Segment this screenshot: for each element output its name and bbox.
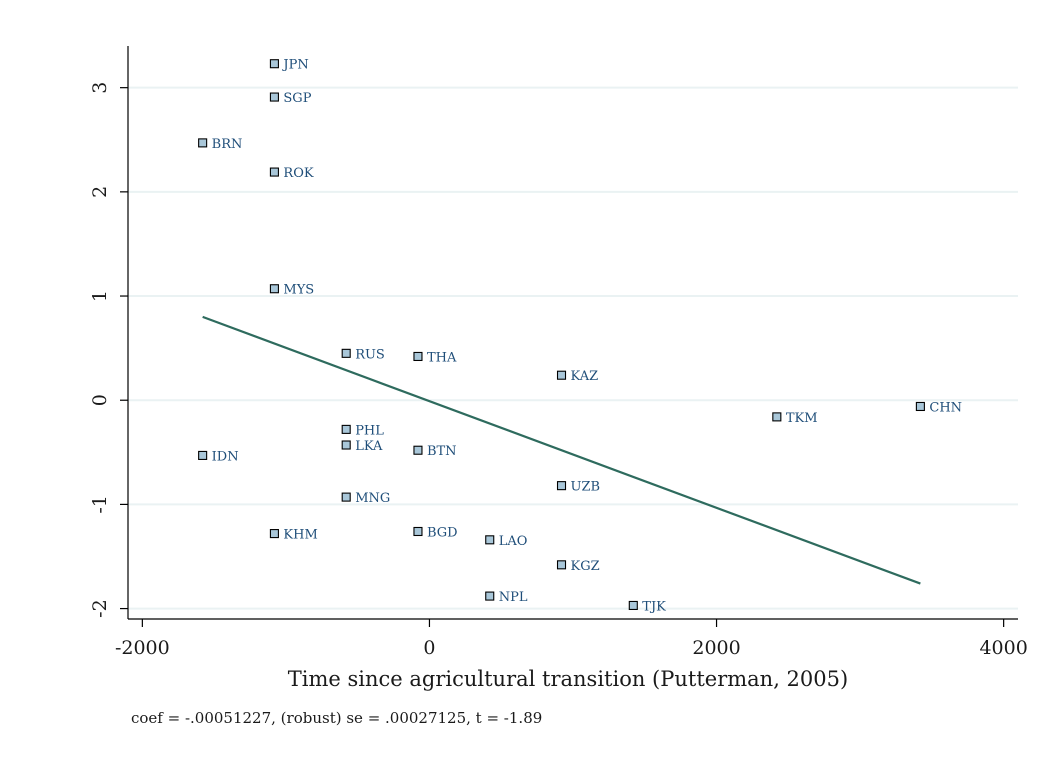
point-label: BRN xyxy=(212,137,243,152)
point-label: PHL xyxy=(355,423,384,438)
point-label: ROK xyxy=(283,166,313,181)
point-label: KGZ xyxy=(571,559,600,574)
point-label: BTN xyxy=(427,444,457,459)
gridlines xyxy=(128,86,1018,610)
point-label: LKA xyxy=(355,439,383,454)
fit-line xyxy=(202,315,921,585)
point-tha: THA xyxy=(413,350,457,365)
point-label: NPL xyxy=(499,590,528,605)
point-marker xyxy=(413,445,423,455)
point-marker xyxy=(269,167,279,177)
point-label: TJK xyxy=(642,599,666,614)
point-label: KHM xyxy=(283,528,317,543)
point-label: CHN xyxy=(929,400,962,415)
point-marker xyxy=(269,92,279,102)
x-axis-title: Time since agricultural transition (Putt… xyxy=(288,667,848,691)
point-label: TKM xyxy=(786,411,818,426)
point-label: MYS xyxy=(283,283,314,298)
point-marker xyxy=(269,284,279,294)
point-rus: RUS xyxy=(341,347,385,362)
point-btn: BTN xyxy=(413,444,457,459)
point-brn: BRN xyxy=(198,137,243,152)
regression-note: coef = -.00051227, (robust) se = .000271… xyxy=(131,709,542,727)
point-marker xyxy=(772,412,782,422)
point-marker xyxy=(269,59,279,69)
point-sgp: SGP xyxy=(269,91,312,106)
point-marker xyxy=(413,351,423,362)
point-kgz: KGZ xyxy=(556,559,600,574)
y-tick-label: 1 xyxy=(89,290,111,302)
y-axis-ticks: -2 -1 0 1 2 3 xyxy=(89,82,128,618)
point-marker xyxy=(269,529,279,539)
point-jpn: JPN xyxy=(269,58,309,73)
point-label: JPN xyxy=(281,58,308,73)
point-label: UZB xyxy=(571,480,601,495)
point-uzb: UZB xyxy=(556,480,601,495)
point-phl: PHL xyxy=(341,423,384,438)
point-bgd: BGD xyxy=(413,525,458,540)
x-tick-label: 2000 xyxy=(692,637,740,659)
point-lao: LAO xyxy=(485,534,528,549)
y-tick-label: 0 xyxy=(89,394,111,406)
point-marker xyxy=(341,424,351,434)
point-label: SGP xyxy=(283,91,311,106)
x-tick-label: 0 xyxy=(423,637,435,659)
point-marker xyxy=(198,138,208,148)
x-tick-label: 4000 xyxy=(979,637,1027,659)
point-label: BGD xyxy=(427,525,458,540)
point-marker xyxy=(556,481,567,491)
point-chn: CHN xyxy=(915,400,962,415)
point-tkm: TKM xyxy=(772,411,818,426)
point-marker xyxy=(413,526,423,537)
point-marker xyxy=(341,440,351,450)
point-marker xyxy=(341,348,351,358)
point-marker xyxy=(485,535,495,545)
point-tjk: TJK xyxy=(628,599,666,614)
point-marker xyxy=(485,591,495,601)
y-tick-label: -2 xyxy=(89,599,111,618)
y-tick-label: -1 xyxy=(89,495,111,514)
point-kaz: KAZ xyxy=(556,369,599,384)
point-label: MNG xyxy=(355,491,390,506)
point-label: KAZ xyxy=(571,369,599,384)
x-axis-ticks: -2000 0 2000 4000 xyxy=(115,619,1028,659)
x-tick-label: -2000 xyxy=(115,637,170,659)
point-khm: KHM xyxy=(269,528,318,543)
point-idn: IDN xyxy=(198,449,239,464)
y-tick-label: 3 xyxy=(89,82,111,94)
point-label: THA xyxy=(427,350,457,365)
point-marker xyxy=(628,600,638,611)
point-npl: NPL xyxy=(485,590,528,605)
point-label: RUS xyxy=(355,347,385,362)
y-tick-label: 2 xyxy=(89,186,111,198)
point-lka: LKA xyxy=(341,439,383,454)
point-marker xyxy=(556,370,567,380)
point-mng: MNG xyxy=(341,491,390,506)
point-mys: MYS xyxy=(269,283,314,298)
point-label: IDN xyxy=(212,449,239,464)
point-label: LAO xyxy=(499,534,528,549)
point-marker xyxy=(556,560,567,570)
point-marker xyxy=(341,492,351,502)
point-rok: ROK xyxy=(269,166,314,181)
point-marker xyxy=(198,450,208,460)
point-marker xyxy=(915,401,925,412)
